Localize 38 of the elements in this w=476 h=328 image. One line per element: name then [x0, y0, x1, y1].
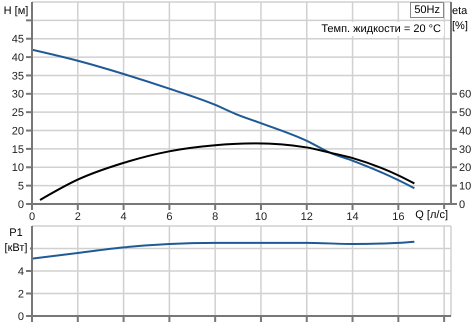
- y-tick-label: 15: [12, 144, 24, 156]
- y-tick-label: 45: [12, 34, 24, 46]
- x-tick-label: 6: [166, 210, 172, 223]
- annotation: Темп. жидкости = 20 °C: [318, 22, 444, 36]
- y-tick-label: 10: [12, 162, 24, 174]
- y-tick-label: 30: [12, 88, 24, 101]
- x-tick-label: 0: [28, 210, 36, 223]
- y-axis-title: H [м]: [2, 4, 30, 19]
- y-tick-label: 4: [18, 266, 24, 278]
- y-tick-label: 40: [12, 52, 24, 64]
- x-axis-title: Q [л/с]: [413, 209, 450, 221]
- line-series: [32, 48, 416, 190]
- x-tick-label: 16: [392, 210, 404, 223]
- x-tick-label: 8: [212, 210, 218, 223]
- line-series: [32, 240, 416, 260]
- y2-tick-label: 30: [459, 144, 472, 156]
- annotation: 50Hz: [410, 2, 444, 18]
- x-tick-label: 14: [346, 210, 359, 223]
- x-tick-label: 10: [254, 210, 268, 223]
- y-tick-label: 20: [12, 125, 24, 138]
- y2-tick-label: 50: [459, 107, 472, 120]
- y-tick-label: 0: [18, 198, 24, 211]
- y2-tick-label: 20: [459, 162, 472, 174]
- y-tick-label: 25: [12, 107, 24, 120]
- y-tick-label: 35: [12, 70, 24, 82]
- x-tick-label: 4: [120, 210, 127, 223]
- y-tick-label: 5: [18, 180, 24, 193]
- line-series: [39, 142, 416, 201]
- y2-tick-label: 10: [459, 180, 472, 193]
- y2-tick-label: 40: [459, 125, 472, 138]
- x-tick-label: 12: [300, 210, 313, 223]
- y2-tick-label: 60: [459, 88, 472, 101]
- y-axis-title: P1 [кВт]: [2, 226, 30, 256]
- y2-tick-label: 0: [459, 198, 466, 211]
- y-tick-label: 2: [18, 288, 24, 300]
- y-tick-label: 0: [18, 310, 24, 323]
- y2-axis-title: eta [%]: [452, 4, 469, 34]
- x-tick-label: 2: [74, 210, 81, 223]
